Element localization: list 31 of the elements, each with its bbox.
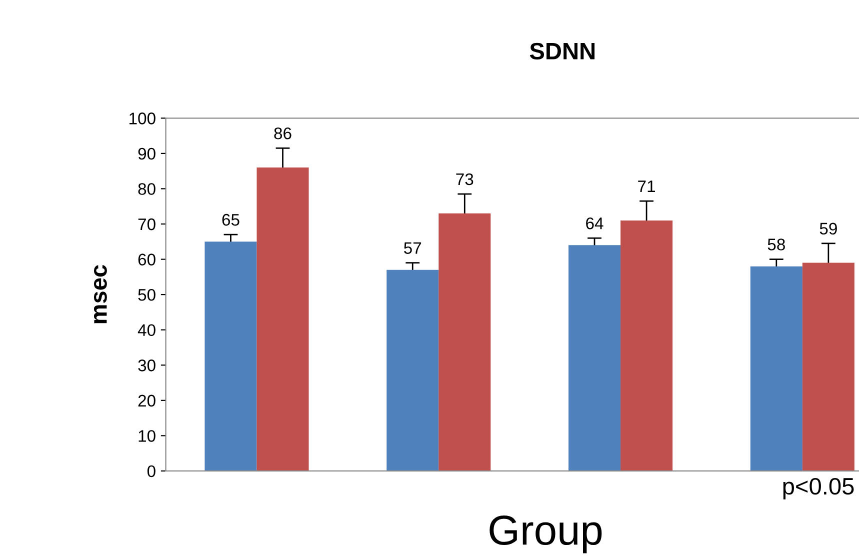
y-tick-label: 30 — [138, 360, 156, 372]
bar — [204, 242, 257, 471]
y-tick-label: 90 — [138, 148, 156, 160]
data-label: 57 — [404, 242, 422, 254]
bar — [568, 245, 621, 471]
y-tick-label: 20 — [138, 394, 156, 407]
bar — [620, 220, 673, 471]
y-tick-label: 100 — [130, 112, 156, 124]
data-label: 64 — [586, 217, 604, 230]
data-label: 65 — [222, 214, 240, 226]
data-label: 73 — [456, 173, 474, 186]
x-axis-title: Group — [490, 516, 602, 554]
y-tick-label: 10 — [138, 430, 156, 442]
y-tick-label: 60 — [138, 254, 156, 266]
bar — [750, 266, 802, 471]
chart-title: SDNN — [530, 42, 595, 60]
data-label: 86 — [274, 127, 292, 140]
data-label: 59 — [820, 222, 837, 235]
y-tick-label: 50 — [138, 288, 156, 301]
y-axis-title: msec — [94, 265, 107, 324]
data-label: 58 — [768, 238, 785, 250]
data-label: 71 — [638, 180, 655, 192]
y-tick-label: 70 — [138, 218, 156, 230]
bar — [438, 213, 491, 471]
bar — [256, 168, 309, 471]
y-tick-label: 80 — [138, 183, 156, 195]
y-tick-label: 40 — [138, 324, 156, 336]
text: p<0.05 — [783, 478, 854, 500]
y-tick-label: 0 — [147, 465, 156, 478]
bar — [386, 270, 439, 471]
bar — [802, 262, 854, 471]
